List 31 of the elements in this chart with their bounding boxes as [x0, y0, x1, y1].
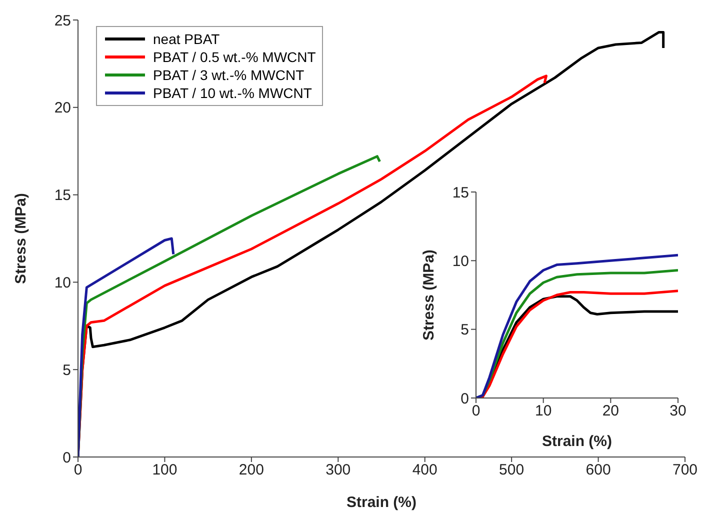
- y-tick-label: 5: [62, 362, 71, 379]
- y-axis-title: Stress (MPa): [12, 193, 30, 284]
- x-tick-label: 0: [74, 462, 82, 479]
- x-axis-title: Strain (%): [542, 433, 612, 450]
- legend-label: neat PBAT: [153, 30, 220, 48]
- y-tick-label: 10: [54, 274, 71, 292]
- y-tick-label: 0: [460, 390, 469, 408]
- x-tick-label: 600: [586, 462, 611, 479]
- x-tick-label: 20: [602, 402, 620, 420]
- legend-label: PBAT / 10 wt.-% MWCNT: [153, 84, 312, 102]
- x-tick-label: 200: [238, 462, 264, 479]
- x-tick-label: 400: [412, 462, 438, 479]
- y-tick-label: 10: [452, 252, 469, 270]
- x-tick-label: 10: [534, 402, 552, 420]
- x-tick-label: 30: [670, 402, 686, 420]
- y-tick-label: 20: [54, 100, 71, 117]
- y-tick-label: 5: [460, 322, 469, 339]
- x-tick-label: 300: [326, 462, 351, 479]
- x-axis-title: Strain (%): [346, 494, 417, 511]
- x-tick-label: 0: [472, 402, 480, 420]
- y-axis-title: Stress (MPa): [420, 250, 438, 340]
- y-tick-label: 0: [62, 449, 71, 466]
- y-tick-label: 15: [54, 187, 71, 204]
- x-tick-label: 100: [152, 462, 178, 479]
- x-tick-label: 700: [672, 462, 698, 479]
- legend-label: PBAT / 3 wt.-% MWCNT: [153, 66, 304, 84]
- y-tick-label: 15: [452, 184, 469, 202]
- x-tick-label: 500: [499, 462, 524, 479]
- line-series: [78, 237, 175, 457]
- y-tick-label: 25: [54, 12, 71, 30]
- legend-label: PBAT / 0.5 wt.-% MWCNT: [153, 48, 316, 66]
